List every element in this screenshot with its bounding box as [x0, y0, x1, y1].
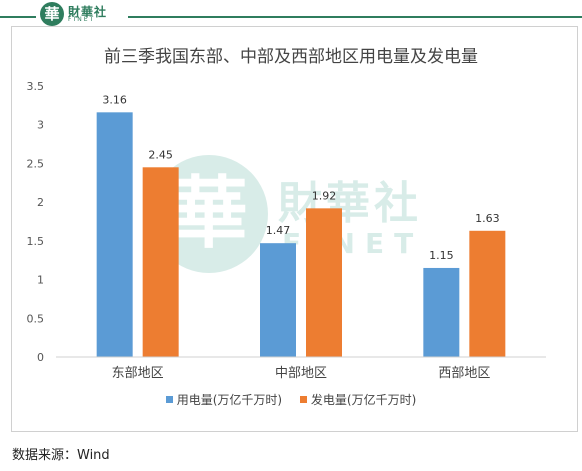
- y-tick-label: 0.5: [27, 312, 45, 325]
- legend-swatch-generation: [299, 396, 307, 403]
- bar-value-label: 1.15: [429, 249, 454, 262]
- bar-value-label: 1.47: [266, 224, 291, 237]
- x-tick-label: 东部地区: [112, 366, 164, 381]
- logo-name: 財華社: [68, 5, 108, 19]
- chart-frame: [11, 26, 578, 432]
- bar: [142, 167, 179, 357]
- bars: 3.16 2.45 1.47 1.92 1.15 1.63: [96, 93, 506, 357]
- legend-label-generation: 发电量(万亿千万时): [310, 393, 417, 407]
- bar: [96, 112, 133, 357]
- y-tick-label: 2.5: [27, 157, 45, 170]
- chart-title: 前三季我国东部、中部及西部地区用电量及发电量: [104, 47, 478, 67]
- y-tick-label: 1: [37, 274, 44, 287]
- y-tick-label: 3: [37, 119, 44, 132]
- bar-value-label: 1.63: [475, 212, 500, 225]
- y-tick-label: 3.5: [27, 80, 45, 93]
- data-source: 数据来源：Wind: [12, 448, 110, 463]
- bar: [469, 230, 506, 357]
- bar: [260, 243, 296, 357]
- brand-logo: 華 財華社 FINET: [36, 2, 128, 26]
- y-tick-label: 1.5: [27, 235, 45, 248]
- x-axis-labels: 东部地区 中部地区 西部地区: [112, 366, 491, 381]
- bar: [423, 267, 460, 357]
- y-tick-label: 2: [37, 196, 44, 209]
- bar-value-label: 1.92: [312, 189, 337, 202]
- bar-value-label: 3.16: [102, 93, 127, 106]
- legend-item-generation: 发电量(万亿千万时): [299, 391, 417, 408]
- chart-legend: 用电量(万亿千万时) 发电量(万亿千万时): [0, 391, 582, 408]
- legend-swatch-consumption: [165, 396, 173, 403]
- x-tick-label: 中部地区: [275, 366, 327, 381]
- logo-emblem: 華: [40, 2, 64, 26]
- legend-label-consumption: 用电量(万亿千万时): [176, 393, 283, 407]
- bar-value-label: 2.45: [148, 148, 173, 161]
- logo-subtext: FINET: [68, 16, 96, 23]
- header-line: [0, 16, 582, 18]
- watermark-name: 財華社: [278, 178, 422, 229]
- y-axis-labels: 0 0.5 1 1.5 2 2.5 3 3.5: [27, 80, 45, 364]
- watermark-subtext: FINET: [282, 227, 424, 260]
- legend-item-consumption: 用电量(万亿千万时): [165, 391, 283, 408]
- x-tick-label: 西部地区: [438, 366, 490, 381]
- y-tick-label: 0: [37, 351, 44, 364]
- bar: [306, 208, 342, 357]
- header-bar: 華 財華社 FINET: [0, 0, 582, 26]
